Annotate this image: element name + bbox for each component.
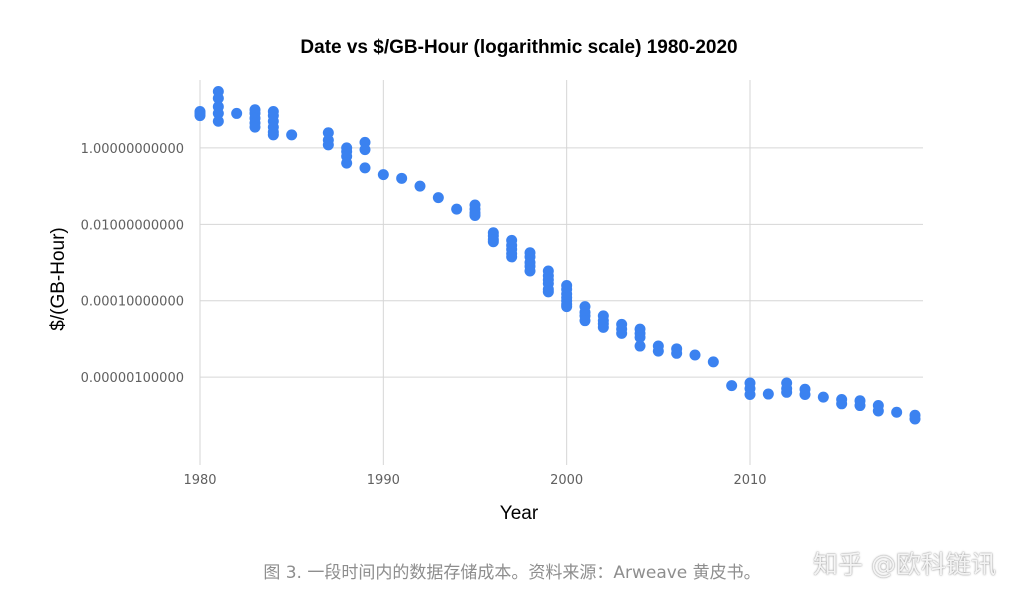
data-point (469, 210, 481, 222)
y-tick-label: 1.00000000000 (81, 142, 184, 157)
data-point (286, 129, 298, 141)
data-points (194, 85, 921, 425)
data-point (341, 157, 353, 169)
data-point (487, 236, 499, 248)
data-point (634, 331, 646, 343)
x-tick-label: 1990 (367, 473, 400, 488)
scatter-chart: Date vs $/GB-Hour (logarithmic scale) 19… (48, 37, 923, 524)
data-point (524, 265, 536, 277)
data-point (542, 286, 554, 298)
y-tick-label: 0.00010000000 (81, 295, 184, 310)
data-point (432, 192, 444, 204)
data-point (781, 386, 793, 398)
data-point (762, 388, 774, 400)
data-point (799, 389, 811, 401)
y-tick-label: 0.01000000000 (81, 218, 184, 233)
y-axis-ticks: 1.00000000000 0.01000000000 0.00010000000 0… (81, 142, 184, 386)
data-point (359, 144, 371, 156)
data-point (817, 391, 829, 403)
data-point (359, 162, 371, 174)
data-point (579, 315, 591, 327)
data-point (597, 321, 609, 333)
data-point (414, 180, 426, 192)
data-point (872, 405, 884, 417)
data-point (836, 398, 848, 410)
data-point (194, 110, 206, 122)
chart-title: Date vs $/GB-Hour (logarithmic scale) 19… (300, 37, 737, 58)
y-axis-label: $/(GB-Hour) (48, 227, 69, 330)
data-point (249, 121, 261, 133)
data-point (707, 356, 719, 368)
data-point (671, 347, 683, 359)
data-point (396, 172, 408, 184)
data-point (451, 203, 463, 215)
data-point (909, 413, 921, 425)
data-point (267, 129, 279, 141)
grid-lines (199, 80, 923, 465)
data-point (891, 406, 903, 418)
data-point (506, 251, 518, 263)
x-tick-label: 2010 (733, 473, 766, 488)
data-point (212, 107, 224, 119)
y-tick-label: 0.00000100000 (81, 371, 184, 386)
data-point (616, 327, 628, 339)
data-point (561, 301, 573, 313)
x-axis-label: Year (500, 503, 539, 524)
data-point (322, 139, 334, 151)
x-tick-label: 2000 (550, 473, 583, 488)
data-point (744, 389, 756, 401)
data-point (212, 92, 224, 104)
figure-caption: 图 3. 一段时间内的数据存储成本。资料来源：Arweave 黄皮书。 (263, 563, 761, 583)
data-point (726, 380, 738, 392)
x-axis-ticks: 1980 1990 2000 2010 (183, 473, 766, 488)
data-point (377, 169, 389, 181)
data-point (634, 340, 646, 352)
watermark: 知乎 @欧科链讯 (813, 550, 996, 579)
data-point (689, 349, 701, 361)
x-tick-label: 1980 (183, 473, 216, 488)
data-point (231, 107, 243, 119)
data-point (854, 400, 866, 412)
data-point (652, 345, 664, 357)
data-point (212, 115, 224, 127)
